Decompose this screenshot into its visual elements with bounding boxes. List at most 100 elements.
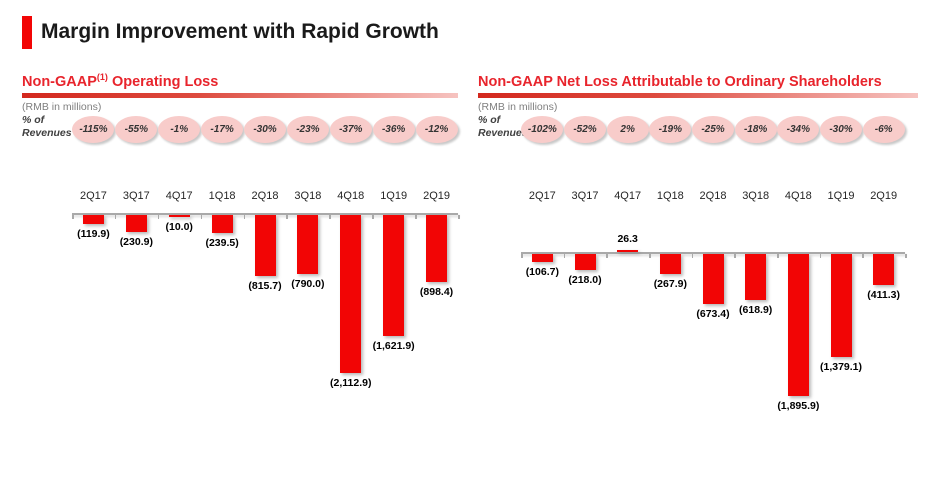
x-axis-tick	[734, 254, 736, 258]
category-label: 1Q18	[656, 190, 684, 202]
bar	[702, 254, 724, 305]
category-label: 1Q18	[208, 190, 236, 202]
bar	[574, 254, 596, 271]
page-title: Margin Improvement with Rapid Growth	[41, 20, 439, 43]
bar-value-label: (230.9)	[119, 236, 153, 249]
bar-value-label: (1,895.9)	[777, 399, 820, 412]
bar	[211, 215, 233, 233]
category-label: 4Q18	[784, 190, 812, 202]
pct-ellipse: -1%	[158, 116, 201, 143]
pct-ellipse: -17%	[201, 116, 244, 143]
bar	[531, 254, 553, 262]
category-label: 3Q17	[122, 190, 150, 202]
category-label: 1Q19	[380, 190, 408, 202]
section-title-operating-loss: Non-GAAP(1) Operating Loss	[22, 72, 218, 90]
section-title-suffix: Operating Loss	[107, 73, 219, 90]
x-axis-tick	[819, 254, 822, 258]
x-axis-tick	[200, 215, 203, 219]
pct-ellipse: -34%	[777, 116, 820, 143]
bar	[426, 215, 448, 283]
pct-label-line2: Revenues	[22, 127, 72, 139]
bar-value-label: (119.9)	[77, 227, 110, 240]
x-axis-tick	[157, 215, 160, 219]
bar	[745, 254, 767, 301]
x-axis-tick	[286, 215, 288, 219]
bar-value-label: (673.4)	[696, 308, 730, 321]
x-axis-tick	[606, 254, 608, 258]
bar	[125, 215, 147, 233]
bar	[383, 215, 405, 337]
category-label: 3Q18	[294, 190, 322, 202]
bar-value-label: (10.0)	[165, 220, 193, 233]
bar-value-label: (411.3)	[867, 288, 900, 301]
pct-ellipse: -30%	[820, 116, 862, 143]
category-label: 2Q19	[870, 190, 898, 202]
bar-value-label: (1,379.1)	[819, 361, 863, 374]
bar-value-label: (106.7)	[525, 265, 559, 278]
pct-ellipse: 2%	[606, 116, 649, 143]
x-axis-line	[521, 252, 905, 254]
category-label: 3Q17	[571, 190, 599, 202]
pct-ellipse: -36%	[372, 116, 415, 143]
pct-label-line2: Revenues	[478, 127, 528, 139]
x-axis-line	[72, 213, 458, 215]
category-label: 3Q18	[742, 190, 770, 202]
category-label: 1Q19	[827, 190, 855, 202]
bar-value-label: (1,621.9)	[372, 340, 415, 353]
bar	[830, 254, 852, 358]
x-axis-tick	[458, 215, 460, 219]
units-label: (RMB in millions)	[22, 101, 102, 113]
x-axis-tick	[691, 254, 694, 258]
bar-value-label: (2,112.9)	[330, 377, 372, 390]
x-axis-tick	[329, 215, 331, 219]
x-axis-tick	[862, 254, 864, 258]
section-title-text: Non-GAAP Net Loss Attributable to Ordina…	[478, 73, 882, 90]
category-label: 2Q19	[423, 190, 450, 202]
bar-value-label: (267.9)	[653, 278, 687, 291]
pct-ellipse: -25%	[692, 116, 734, 143]
bar	[254, 215, 276, 276]
bar	[659, 254, 681, 275]
x-axis-tick	[114, 215, 117, 219]
units-label: (RMB in millions)	[478, 101, 558, 113]
x-axis-tick	[649, 254, 651, 258]
bar-value-label: (239.5)	[205, 236, 239, 249]
pct-ellipse: -30%	[244, 116, 286, 143]
category-label: 2Q18	[699, 190, 727, 202]
category-label: 4Q17	[614, 190, 642, 202]
category-label: 2Q17	[528, 190, 556, 202]
operating-loss-panel: Non-GAAP(1) Operating Loss (RMB in milli…	[22, 72, 462, 472]
x-axis-tick	[777, 254, 779, 258]
pct-ellipse: -23%	[286, 116, 329, 143]
x-axis-tick	[72, 215, 74, 219]
pct-of-revenues-label: % of Revenues	[478, 114, 528, 140]
pct-ellipse: -19%	[649, 116, 692, 143]
pct-ellipse: -102%	[521, 116, 564, 143]
category-label: 2Q17	[79, 190, 107, 202]
bar-value-label: 26.3	[617, 233, 638, 246]
title-accent-bar	[22, 16, 32, 49]
bar	[873, 254, 895, 285]
category-label: 4Q17	[165, 190, 193, 202]
section-title-underline	[478, 93, 918, 98]
category-label: 4Q18	[337, 190, 365, 202]
x-axis-tick	[415, 215, 417, 219]
pct-label-line1: % of	[22, 114, 45, 126]
pct-ellipse: -12%	[415, 116, 458, 143]
bar	[340, 215, 362, 374]
section-title-underline	[22, 93, 458, 98]
x-axis-tick	[905, 254, 907, 258]
bar-value-label: (898.4)	[419, 286, 454, 299]
pct-ellipse: -115%	[72, 116, 115, 143]
x-axis-tick	[563, 254, 566, 258]
net-loss-panel: Non-GAAP Net Loss Attributable to Ordina…	[478, 72, 928, 472]
pct-ellipse: -55%	[115, 116, 158, 143]
bar-value-label: (790.0)	[291, 278, 325, 291]
category-label: 2Q18	[251, 190, 279, 202]
bar	[787, 254, 809, 396]
x-axis-tick	[372, 215, 374, 219]
pct-ellipse: -37%	[329, 116, 372, 143]
section-title-text: Non-GAAP	[22, 73, 97, 90]
bar-value-label: (815.7)	[248, 280, 282, 292]
